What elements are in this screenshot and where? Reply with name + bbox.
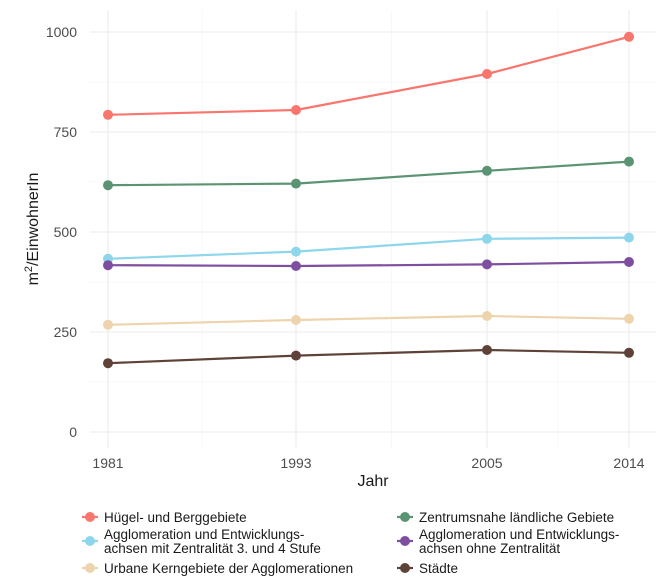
y-axis-title-rest: /EinwohnerIn [25,173,42,266]
y-tick-label: 750 [54,124,78,140]
legend-item: Hügel- und Berggebiete [82,510,247,525]
x-axis-ticks: 1981 1993 2005 2014 [92,455,644,471]
data-point [482,233,492,244]
legend-item: Zentrumsnahe ländliche Gebiete [397,510,614,525]
grid [90,10,656,448]
x-tick-label: 1981 [92,455,123,471]
legend-item: Agglomeration und Entwicklungs-achsen oh… [397,527,619,556]
y-axis-title-unit: m [25,272,42,285]
series-layer [103,31,634,369]
legend-label: Hügel- und Berggebiete [104,510,247,525]
data-point [291,261,301,271]
legend-label: Zentrumsnahe ländliche Gebiete [419,510,614,525]
data-point [482,345,492,355]
legend-item: Städte [397,561,458,576]
legend-label: Urbane Kerngebiete der Agglomerationen [104,561,353,576]
data-point [482,69,492,79]
data-point [291,178,301,189]
legend-key-point [85,536,95,546]
series-2 [103,232,634,264]
y-tick-label: 250 [54,324,78,340]
legend-key-point [85,512,95,522]
y-tick-label: 1000 [46,24,77,40]
data-point [103,109,113,120]
series-line [106,236,631,260]
series-line [106,348,631,365]
legend-label: Städte [419,561,458,576]
series-1 [103,156,634,191]
data-point [624,257,634,267]
data-point [291,246,301,257]
y-axis-title: m2/EinwohnerIn [23,173,42,286]
series-line [106,35,631,116]
data-point [291,315,301,325]
data-point [624,313,634,324]
series-3 [103,257,634,271]
data-point [291,350,301,361]
legend-item: Agglomeration und Entwicklungs-achsen mi… [82,527,321,556]
data-point [482,165,492,176]
data-point [624,347,634,358]
x-tick-label: 1993 [280,455,311,471]
series-4 [103,311,634,330]
legend-key-point [400,563,410,573]
data-point [103,260,113,271]
data-point [103,358,113,369]
legend-label: Agglomeration und Entwicklungs- [419,527,619,542]
data-point [624,156,634,167]
legend-label: Agglomeration und Entwicklungs- [104,527,304,542]
series-line [106,160,631,187]
series-line [106,260,631,268]
data-point [624,232,634,243]
y-axis-title-superscript: 2 [23,266,35,272]
y-axis-ticks: 0 250 500 750 1000 [46,24,77,440]
x-tick-label: 2005 [471,455,502,471]
legend-label: achsen mit Zentralität 3. und 4 Stufe [104,541,321,556]
legend-label: achsen ohne Zentralität [419,541,560,556]
legend: Hügel- und Berggebiete Zentrumsnahe ländl… [82,510,619,576]
series-0 [103,31,634,120]
legend-item: Urbane Kerngebiete der Agglomerationen [82,561,353,576]
y-tick-label: 500 [54,224,78,240]
data-point [103,319,113,330]
data-point [624,31,634,42]
y-tick-label: 0 [69,424,77,440]
data-point [482,259,492,270]
series-5 [103,345,634,369]
x-axis-title: Jahr [357,473,389,490]
series-line [106,314,631,326]
x-tick-label: 2014 [613,455,644,471]
data-point [103,180,113,191]
legend-key-point [400,536,410,546]
legend-key-point [400,512,410,522]
data-point [291,105,301,115]
data-point [482,311,492,321]
legend-key-point [85,563,95,573]
